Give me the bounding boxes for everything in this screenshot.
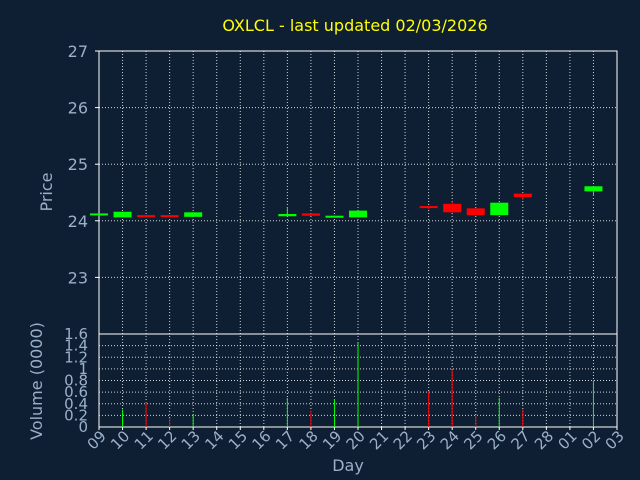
candle-body — [513, 193, 532, 198]
day-tick-label: 12 — [154, 427, 180, 453]
candle-body — [584, 186, 603, 192]
volume-tick-label: 1.6 — [64, 325, 88, 343]
volume-axis-label: Volume (0000) — [27, 322, 46, 440]
price-tick-label: 24 — [68, 212, 88, 231]
volume-tick-label: 1.2 — [64, 348, 88, 366]
candle-body — [419, 206, 438, 209]
day-tick-label: 21 — [366, 427, 392, 453]
candle-body — [443, 203, 462, 213]
day-tick-label: 24 — [437, 427, 463, 453]
candle-body — [113, 211, 132, 218]
day-tick-label: 01 — [555, 427, 581, 453]
day-tick-label: 20 — [343, 427, 369, 453]
day-tick-label: 18 — [296, 427, 322, 453]
day-tick-label: 16 — [248, 427, 274, 453]
chart-title: OXLCL - last updated 02/03/2026 — [222, 16, 487, 35]
price-tick-label: 27 — [68, 42, 88, 61]
price-tick-label: 25 — [68, 155, 88, 174]
day-tick-label: 25 — [460, 427, 486, 453]
candle-body — [90, 213, 108, 216]
chart-plot-layer: 232425262700.20.40.60.811.21.41.60910111… — [64, 42, 628, 453]
day-tick-label: 03 — [602, 427, 628, 453]
day-tick-label: 26 — [484, 427, 510, 453]
day-tick-label: 23 — [413, 427, 439, 453]
day-tick-label: 02 — [578, 427, 604, 453]
candle-body — [278, 214, 297, 217]
candle-body — [325, 215, 344, 218]
volume-tick-label: 0 — [78, 418, 88, 436]
day-tick-label: 17 — [272, 427, 298, 453]
day-tick-label: 28 — [531, 427, 557, 453]
price-axis-label: Price — [37, 172, 56, 211]
candle-body — [137, 215, 156, 218]
day-tick-label: 14 — [201, 427, 227, 453]
volume-tick-label: 0.2 — [64, 406, 88, 424]
candle-body — [466, 208, 485, 216]
candle-body — [160, 215, 179, 218]
volume-tick-label: 0.4 — [64, 395, 88, 413]
day-tick-label: 11 — [131, 427, 157, 453]
day-tick-label: 19 — [319, 427, 345, 453]
volume-tick-label: 0.6 — [64, 383, 88, 401]
day-tick-label: 27 — [507, 427, 533, 453]
candle-body — [349, 210, 367, 218]
volume-tick-label: 1 — [78, 360, 88, 378]
candle-body — [490, 202, 509, 216]
price-tick-label: 26 — [68, 99, 88, 118]
candle-body — [301, 213, 320, 216]
day-axis-label: Day — [332, 456, 364, 475]
volume-tick-label: 1.4 — [64, 337, 88, 355]
price-tick-label: 23 — [68, 268, 88, 287]
day-tick-label: 22 — [390, 427, 416, 453]
day-tick-label: 13 — [178, 427, 204, 453]
day-tick-label: 10 — [107, 427, 133, 453]
volume-tick-label: 0.8 — [64, 372, 88, 390]
candle-body — [184, 212, 203, 217]
day-tick-label: 15 — [225, 427, 251, 453]
